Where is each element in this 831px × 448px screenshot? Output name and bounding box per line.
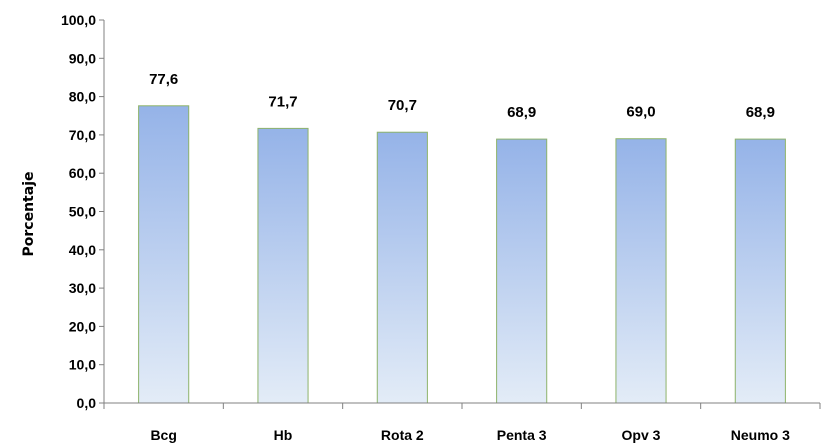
y-tick-label: 40,0 (69, 242, 96, 258)
data-label: 77,6 (149, 71, 178, 88)
y-tick-label: 10,0 (69, 357, 96, 373)
data-label: 71,7 (268, 93, 297, 110)
y-tick-label: 0,0 (77, 395, 97, 411)
data-label: 68,9 (746, 104, 775, 121)
bar-penta-3 (496, 138, 548, 404)
y-tick-label: 70,0 (69, 127, 96, 143)
x-category-label: Penta 3 (497, 427, 547, 443)
data-label: 70,7 (388, 97, 417, 114)
x-axis: Bcg Hb Rota 2 Penta 3 Opv 3 Neumo 3 (103, 402, 821, 443)
bar-neumo-3 (734, 138, 786, 404)
y-tick-label: 80,0 (69, 89, 96, 105)
y-tick-label: 20,0 (69, 318, 96, 334)
x-category-label: Rota 2 (381, 427, 424, 443)
y-tick-label: 30,0 (69, 280, 96, 296)
x-category-label: Opv 3 (622, 427, 661, 443)
x-category-label: Hb (274, 427, 293, 443)
y-axis-title: Porcentaje (21, 172, 37, 257)
data-label: 68,9 (507, 104, 536, 121)
y-tick-label: 50,0 (69, 204, 96, 220)
x-category-label: Neumo 3 (731, 427, 790, 443)
bar-bcg (138, 105, 190, 404)
y-axis: 0,0 10,0 20,0 30,0 40,0 50,0 60,0 70,0 80,0 90,0 1… (61, 12, 105, 411)
bars: 77,6 71,7 70,7 68,9 69,0 68,9 (138, 71, 786, 404)
bar-hb (257, 127, 309, 404)
bar-rota-2 (376, 131, 428, 404)
data-label: 69,0 (626, 104, 655, 121)
y-tick-label: 90,0 (69, 50, 96, 66)
y-tick-label: 60,0 (69, 165, 96, 181)
y-tick-label: 100,0 (61, 12, 96, 28)
x-category-label: Bcg (150, 427, 176, 443)
bar-opv-3 (615, 138, 667, 404)
